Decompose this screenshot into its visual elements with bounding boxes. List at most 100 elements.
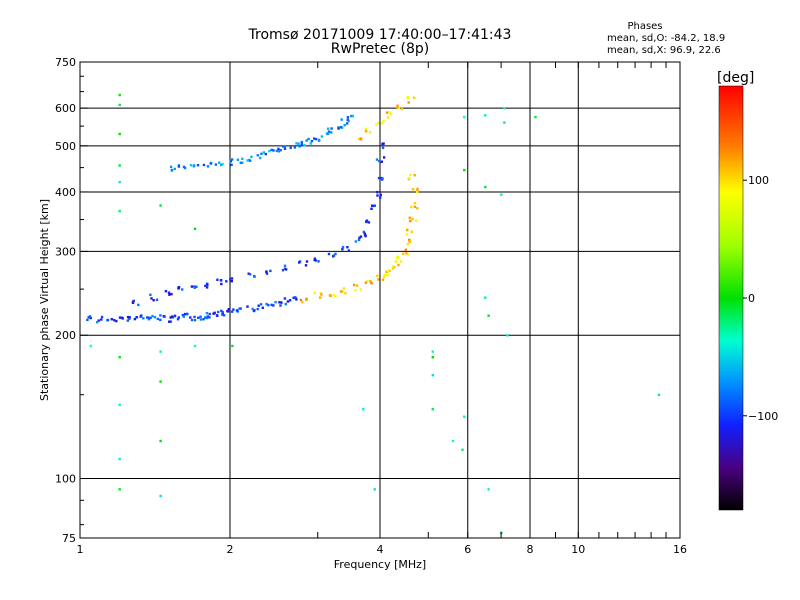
data-point bbox=[385, 270, 388, 273]
data-point bbox=[214, 163, 218, 166]
data-point bbox=[386, 270, 389, 273]
data-point bbox=[351, 114, 355, 118]
data-point bbox=[118, 457, 121, 461]
data-point bbox=[220, 282, 223, 286]
data-point bbox=[346, 246, 349, 249]
data-point bbox=[265, 302, 268, 306]
phases-legend-title: Phases bbox=[627, 21, 663, 32]
y-tick-label: 75 bbox=[62, 532, 76, 545]
data-point bbox=[413, 174, 416, 177]
data-point bbox=[274, 301, 277, 304]
data-point bbox=[272, 149, 275, 152]
data-point bbox=[259, 303, 263, 306]
data-point bbox=[248, 159, 252, 162]
data-point bbox=[347, 249, 350, 252]
data-point bbox=[411, 188, 415, 191]
data-point bbox=[388, 111, 392, 114]
data-point bbox=[301, 301, 304, 304]
data-point bbox=[405, 233, 409, 236]
data-point bbox=[305, 139, 308, 142]
data-point bbox=[270, 148, 273, 152]
data-point bbox=[299, 298, 303, 302]
data-point bbox=[463, 168, 466, 172]
x-tick-label: 8 bbox=[527, 543, 534, 556]
data-point bbox=[385, 111, 389, 114]
data-point bbox=[159, 350, 162, 353]
data-point bbox=[190, 285, 194, 288]
data-point bbox=[96, 321, 99, 324]
data-point bbox=[169, 316, 172, 319]
data-point bbox=[193, 227, 197, 230]
data-point bbox=[364, 130, 368, 133]
data-point bbox=[314, 137, 318, 141]
data-point bbox=[413, 201, 417, 205]
data-point bbox=[500, 193, 503, 196]
data-point bbox=[386, 116, 390, 119]
data-point bbox=[196, 164, 200, 167]
data-point bbox=[231, 158, 234, 161]
data-point bbox=[461, 448, 464, 451]
data-point bbox=[294, 296, 297, 299]
data-point bbox=[408, 216, 411, 219]
data-point bbox=[416, 190, 419, 194]
data-point bbox=[278, 301, 281, 304]
data-point bbox=[177, 164, 181, 167]
y-tick-label: 750 bbox=[55, 56, 76, 69]
data-point bbox=[257, 304, 260, 307]
data-point bbox=[113, 319, 116, 322]
data-point bbox=[226, 310, 230, 313]
data-point bbox=[147, 318, 151, 321]
data-point bbox=[334, 295, 337, 298]
data-point bbox=[362, 408, 365, 411]
data-point bbox=[225, 280, 228, 283]
data-point bbox=[283, 147, 287, 150]
data-point bbox=[373, 488, 376, 491]
colorbar-ticks: 100 0 −100 bbox=[743, 174, 778, 423]
data-point bbox=[289, 146, 292, 149]
data-point bbox=[185, 312, 189, 316]
data-point bbox=[382, 119, 385, 122]
data-point bbox=[181, 313, 185, 317]
data-point bbox=[142, 317, 145, 320]
x-axis-ticks: 1 2 4 6 8 10 16 bbox=[77, 62, 687, 556]
data-point bbox=[192, 165, 196, 168]
data-point bbox=[126, 319, 129, 322]
data-point bbox=[380, 160, 383, 163]
data-point bbox=[118, 180, 121, 184]
data-point bbox=[368, 131, 372, 134]
data-point bbox=[391, 267, 395, 270]
data-point bbox=[212, 312, 215, 315]
data-point bbox=[181, 288, 184, 291]
data-point bbox=[199, 315, 202, 318]
data-point bbox=[375, 123, 378, 126]
data-point bbox=[431, 408, 434, 411]
data-point bbox=[382, 275, 386, 279]
data-point bbox=[409, 173, 412, 177]
data-point bbox=[252, 274, 256, 278]
data-point bbox=[128, 317, 131, 321]
data-point bbox=[381, 146, 385, 150]
x-tick-label: 4 bbox=[377, 543, 384, 556]
data-point bbox=[292, 296, 295, 300]
data-point bbox=[303, 144, 306, 147]
data-point bbox=[221, 313, 224, 316]
data-point bbox=[159, 318, 162, 322]
data-point bbox=[184, 312, 187, 316]
grid-lines bbox=[80, 62, 680, 538]
data-point bbox=[396, 104, 399, 107]
data-point bbox=[169, 165, 173, 169]
data-point bbox=[220, 279, 223, 282]
data-point bbox=[279, 149, 282, 152]
data-point bbox=[88, 315, 92, 318]
data-point bbox=[431, 356, 434, 359]
data-point bbox=[164, 290, 168, 293]
data-point bbox=[383, 274, 386, 277]
data-point bbox=[205, 286, 209, 289]
data-point bbox=[362, 230, 365, 234]
data-point bbox=[332, 254, 336, 257]
data-point bbox=[277, 150, 280, 153]
data-point bbox=[137, 303, 140, 307]
data-point bbox=[239, 307, 242, 310]
data-point bbox=[118, 132, 121, 136]
data-point bbox=[168, 320, 171, 323]
